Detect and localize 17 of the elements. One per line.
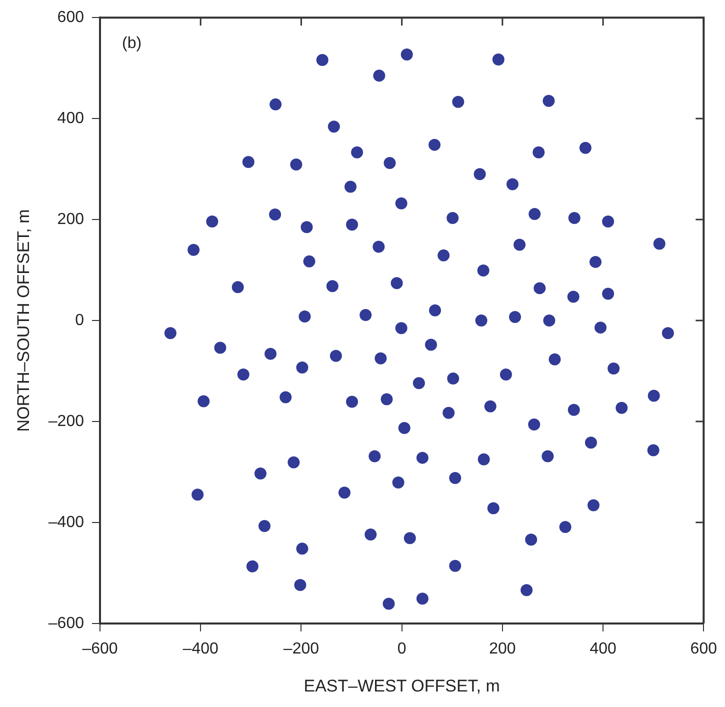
y-axis-title: NORTH–SOUTH OFFSET, m bbox=[14, 209, 33, 432]
x-tick-label: 0 bbox=[397, 640, 406, 658]
y-tick-label: 200 bbox=[57, 210, 84, 228]
x-axis-title: EAST–WEST OFFSET, m bbox=[304, 676, 500, 696]
y-tick-label: –200 bbox=[48, 412, 84, 430]
x-tick-label: 200 bbox=[489, 640, 516, 658]
y-tick-label: 0 bbox=[75, 312, 84, 329]
x-tick-label: 600 bbox=[690, 640, 718, 658]
y-tick-label: –400 bbox=[48, 514, 84, 531]
annotation: (b) bbox=[122, 35, 142, 52]
y-tick-label: 400 bbox=[57, 110, 84, 127]
x-tick-label: 400 bbox=[590, 640, 616, 658]
y-tick-label: 600 bbox=[57, 9, 84, 26]
x-tick-label: –400 bbox=[182, 640, 218, 658]
y-tick-label: –600 bbox=[48, 614, 84, 632]
x-tick-label: –600 bbox=[82, 640, 118, 658]
x-tick-label: –200 bbox=[283, 640, 320, 658]
